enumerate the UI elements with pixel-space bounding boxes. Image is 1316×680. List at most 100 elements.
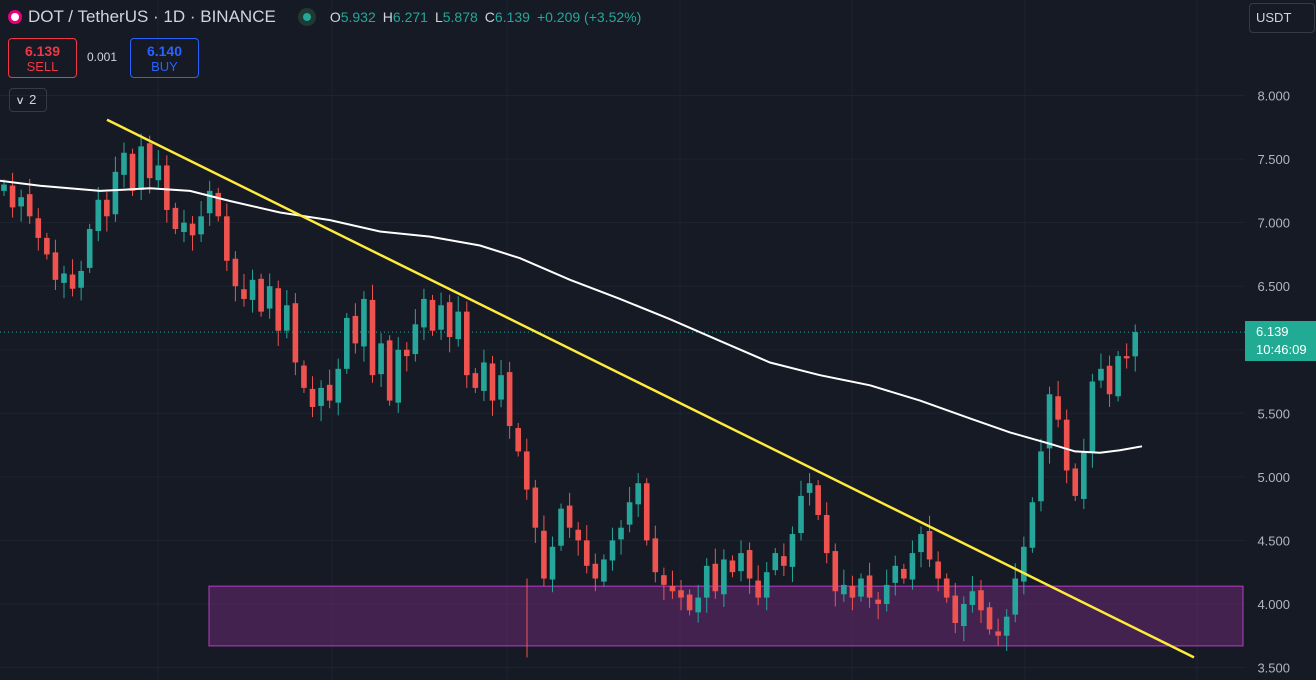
buy-price: 6.140 [146, 43, 183, 59]
candle-body [678, 590, 684, 598]
y-tick-label: 5.500 [1257, 406, 1290, 421]
candle-body [1132, 332, 1139, 357]
candle-body [104, 199, 110, 217]
buy-button[interactable]: 6.140 BUY [130, 38, 199, 78]
candle-body [386, 340, 393, 401]
candle-body [926, 530, 933, 560]
indicators-toggle-button[interactable]: ∨ 2 [9, 88, 47, 112]
candle-body [86, 229, 93, 268]
chevron-down-icon: ∨ [15, 95, 25, 107]
candle-body [164, 165, 170, 210]
candle-body [44, 237, 50, 255]
candle-body [1038, 451, 1044, 502]
candle-body [292, 303, 299, 363]
candle-body [875, 599, 881, 604]
candle-body [69, 274, 76, 289]
support-zone [208, 585, 1244, 647]
candle-body [146, 143, 153, 179]
candle-body [121, 152, 127, 175]
indicators-count: 2 [29, 92, 37, 107]
candle-body [1, 184, 7, 191]
candle-body [995, 631, 1001, 636]
candle-body [506, 372, 513, 427]
bar-countdown: 10:46:09 [1256, 342, 1307, 357]
moving-average-layer [0, 179, 1143, 454]
candle-body [395, 349, 402, 403]
candle-body [52, 252, 59, 280]
candle-body [583, 540, 590, 566]
ohlc-values: O5.932 H6.271 L5.878 C6.139 +0.209 (+3.5… [330, 9, 641, 25]
candle-body [609, 540, 616, 561]
candle-body [412, 324, 419, 355]
candle-body [943, 578, 950, 598]
candle-body [703, 565, 710, 598]
symbol-title[interactable]: DOT / TetherUS · 1D · BINANCE [28, 7, 276, 26]
candle-body [1055, 396, 1061, 420]
candle-body [841, 584, 847, 595]
candle-body [1106, 365, 1113, 395]
candle-body [455, 311, 462, 340]
close-value: 6.139 [494, 9, 530, 25]
low-value: 5.878 [442, 9, 478, 25]
low-label: L [434, 9, 443, 25]
candle-body [438, 305, 444, 330]
candle-body [335, 368, 342, 403]
candle-body [969, 591, 976, 605]
candle-body [258, 278, 264, 312]
sell-label: SELL [26, 59, 59, 74]
candle-body [446, 302, 453, 338]
candle-body [643, 483, 650, 541]
y-tick-label: 4.000 [1257, 597, 1290, 612]
open-value: 5.932 [340, 9, 376, 25]
candle-body [815, 485, 821, 515]
candle-body [781, 556, 787, 566]
candle-body [1012, 578, 1019, 615]
candle-body [369, 299, 376, 376]
candle-body [866, 575, 873, 598]
candle-body [61, 273, 67, 283]
sell-button[interactable]: 6.139 SELL [8, 38, 77, 78]
candle-body [352, 315, 359, 344]
candle-body [532, 487, 539, 528]
candle-body [249, 279, 256, 300]
close-label: C [484, 9, 495, 25]
y-tick-label: 5.000 [1257, 470, 1290, 485]
sell-price: 6.139 [24, 43, 61, 59]
candles-layer [1, 133, 1139, 658]
candle-body [763, 572, 770, 598]
candle-body [1081, 451, 1087, 499]
candle-body [541, 530, 547, 579]
chart-grid [0, 0, 1245, 680]
candle-body [746, 550, 753, 579]
candle-body [686, 594, 693, 611]
candle-body [326, 384, 333, 401]
candle-body [463, 311, 470, 376]
candle-body [232, 258, 239, 287]
candle-body [1072, 468, 1079, 496]
candle-body [498, 375, 504, 400]
candle-body [481, 362, 487, 391]
currency-select[interactable]: USDT [1249, 3, 1315, 33]
candle-body [592, 563, 599, 579]
candle-body [695, 597, 701, 613]
candle-body [189, 223, 196, 236]
market-status-icon[interactable] [297, 8, 316, 26]
candle-body [138, 146, 144, 190]
candle-body [669, 585, 676, 592]
candle-body [318, 387, 324, 406]
candle-body [9, 185, 16, 208]
price-axis[interactable]: 3.5004.0004.5005.0005.5006.0006.5007.000… [1257, 89, 1290, 676]
candle-body [892, 565, 899, 583]
candle-body [421, 298, 427, 328]
candle-body [18, 197, 24, 207]
candle-body [986, 607, 993, 630]
trendline-layer[interactable] [106, 118, 1195, 659]
candle-body [618, 527, 624, 540]
candle-body [661, 575, 667, 585]
candle-body [275, 288, 282, 331]
candle-body [789, 534, 796, 567]
high-label: H [382, 9, 393, 25]
candle-body [858, 578, 864, 597]
candle-body [1098, 368, 1104, 381]
